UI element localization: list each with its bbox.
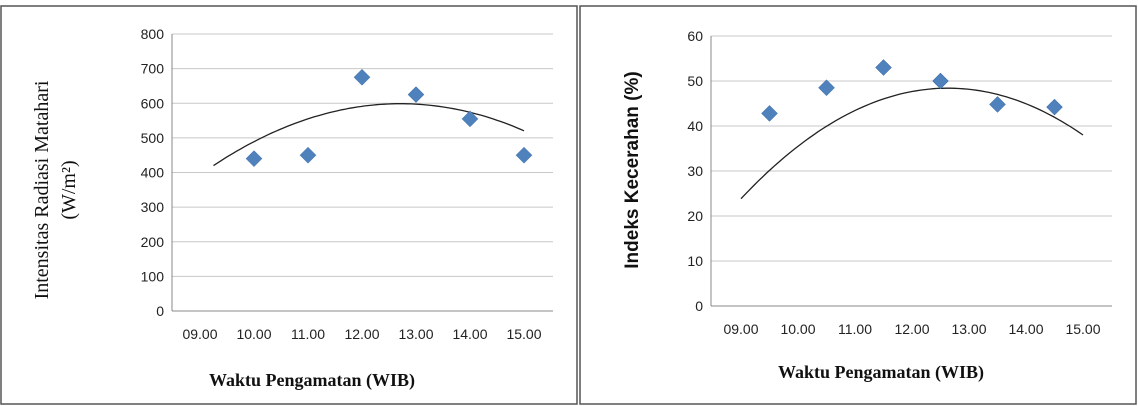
c1-data-point bbox=[353, 68, 371, 86]
chart-2-frame bbox=[579, 5, 1137, 405]
c1-x-tick-label: 12.00 bbox=[344, 326, 379, 342]
c2-data-point bbox=[761, 105, 778, 122]
c1-y-tick-label: 0 bbox=[156, 303, 164, 319]
c1-x-tick-label: 15.00 bbox=[506, 326, 541, 342]
chart-radiation-intensity: 0 100 200 300 400 500 600 700 800 09.00 10.00 11.0… bbox=[0, 5, 578, 405]
c1-y-tick-label: 100 bbox=[141, 268, 165, 284]
c2-data-point bbox=[1046, 98, 1063, 116]
c1-y-tick-label: 400 bbox=[141, 165, 165, 181]
c1-x-tick-label: 14.00 bbox=[452, 326, 487, 342]
chart-clearness-index: 0 10 20 30 40 50 60 09.00 10.00 11.00 12.00 13.00 1… bbox=[579, 5, 1137, 405]
c2-y-tick-label: 50 bbox=[687, 73, 703, 89]
c1-x-tick-label: 09.00 bbox=[182, 326, 217, 342]
c1-x-tick-label: 13.00 bbox=[398, 326, 433, 342]
chart-2-x-axis-label: Waktu Pengamatan (WIB) bbox=[778, 362, 984, 383]
chart-1-frame bbox=[0, 5, 578, 405]
c1-y-tick-label: 800 bbox=[141, 26, 165, 42]
c1-data-point bbox=[245, 150, 263, 168]
c1-x-tick-label: 11.00 bbox=[291, 326, 325, 342]
c2-x-tick-label: 09.00 bbox=[723, 321, 758, 337]
c1-y-tick-label: 200 bbox=[141, 234, 165, 250]
c2-x-tick-label: 10.00 bbox=[780, 321, 815, 337]
c1-x-tick-label: 10.00 bbox=[236, 326, 271, 342]
c2-data-point bbox=[875, 59, 892, 76]
c1-data-point bbox=[461, 110, 479, 128]
c1-data-point bbox=[299, 146, 317, 164]
c2-x-tick-label: 14.00 bbox=[1008, 321, 1043, 337]
c2-y-tick-label: 40 bbox=[687, 118, 703, 134]
chart-1-y-axis-label-line1: Intensitas Radiasi Matahari bbox=[31, 80, 53, 299]
chart-1-trendline bbox=[213, 103, 525, 167]
chart-1-x-axis-label: Waktu Pengamatan (WIB) bbox=[209, 370, 415, 391]
c2-y-tick-label: 20 bbox=[687, 208, 703, 224]
c2-y-tick-label: 30 bbox=[687, 163, 703, 179]
c2-x-tick-label: 12.00 bbox=[894, 321, 929, 337]
chart-1-y-axis-label-line2: (W/m²) bbox=[58, 160, 80, 219]
c2-y-tick-label: 60 bbox=[687, 28, 703, 44]
chart-2-y-axis-label: Indeks Kecerahan (%) bbox=[622, 71, 643, 268]
c1-y-tick-label: 600 bbox=[141, 95, 165, 111]
c1-y-tick-label: 500 bbox=[141, 130, 165, 146]
c2-data-point bbox=[989, 96, 1006, 113]
c2-data-point bbox=[818, 79, 835, 97]
c2-x-tick-label: 15.00 bbox=[1065, 321, 1100, 337]
c1-y-tick-label: 300 bbox=[141, 199, 165, 215]
c2-y-tick-label: 10 bbox=[687, 253, 703, 269]
c1-data-point bbox=[515, 146, 533, 164]
c1-y-tick-label: 700 bbox=[141, 61, 165, 77]
c2-x-tick-label: 13.00 bbox=[951, 321, 986, 337]
c2-data-point bbox=[932, 72, 949, 90]
c2-x-tick-label: 11.00 bbox=[838, 321, 872, 337]
c2-y-tick-label: 0 bbox=[695, 298, 703, 314]
c1-data-point bbox=[407, 86, 425, 103]
chart-2-trendline bbox=[740, 87, 1084, 200]
